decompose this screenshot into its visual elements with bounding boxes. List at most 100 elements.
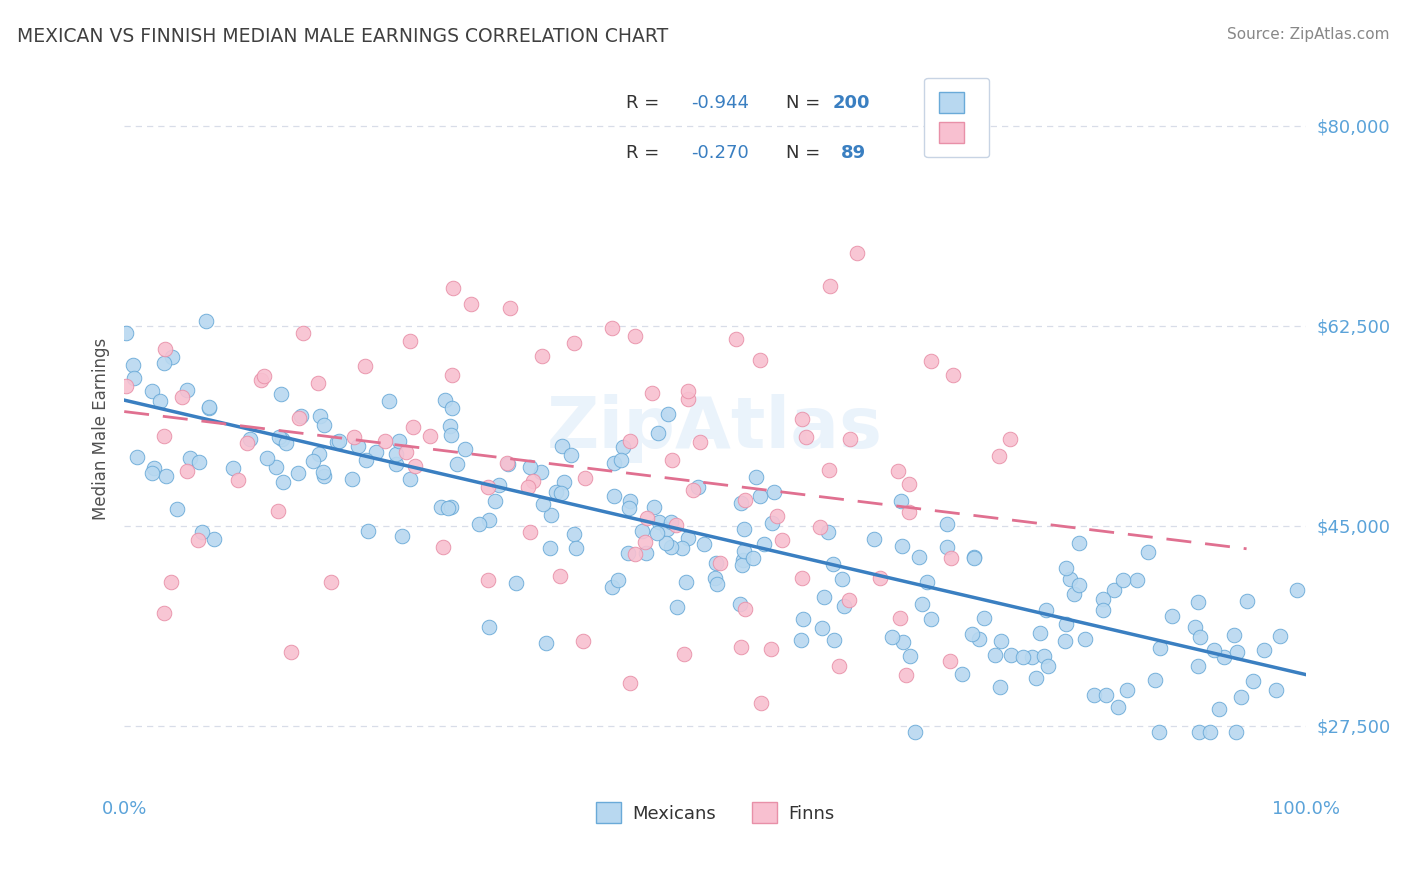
Point xyxy=(1091,603,1114,617)
Point xyxy=(357,524,380,538)
Point xyxy=(1035,603,1057,617)
Point xyxy=(531,497,554,511)
Point xyxy=(790,571,813,585)
Point xyxy=(256,451,278,466)
Point xyxy=(572,633,595,648)
Point xyxy=(155,469,177,483)
Point xyxy=(834,599,856,613)
Point xyxy=(704,556,727,570)
Point xyxy=(688,479,710,493)
Point xyxy=(574,471,596,485)
Point xyxy=(340,472,363,486)
Point xyxy=(838,432,860,446)
Point xyxy=(942,368,965,382)
Point xyxy=(314,417,336,432)
Point xyxy=(550,486,572,500)
Point xyxy=(1115,683,1137,698)
Point xyxy=(1083,688,1105,702)
Point xyxy=(496,458,519,472)
Point xyxy=(308,409,330,424)
Point xyxy=(678,392,700,407)
Point xyxy=(988,450,1011,464)
Point xyxy=(1189,630,1212,644)
Point xyxy=(643,500,665,514)
Point xyxy=(446,457,468,471)
Point xyxy=(897,477,920,491)
Point xyxy=(1094,688,1116,702)
Point xyxy=(759,642,782,657)
Point xyxy=(505,575,527,590)
Point xyxy=(519,524,541,539)
Point xyxy=(623,547,645,561)
Point xyxy=(562,336,585,351)
Point xyxy=(1188,724,1211,739)
Point xyxy=(963,551,986,566)
Point xyxy=(239,432,262,446)
Point xyxy=(794,430,817,444)
Point xyxy=(328,434,350,448)
Point xyxy=(540,508,562,523)
Point xyxy=(280,644,302,658)
Point xyxy=(548,569,571,583)
Point xyxy=(1107,699,1129,714)
Point xyxy=(655,536,678,550)
Point xyxy=(749,696,772,710)
Point xyxy=(468,516,491,531)
Point xyxy=(1198,724,1220,739)
Point xyxy=(967,632,990,646)
Point xyxy=(752,537,775,551)
Point xyxy=(478,620,501,634)
Point xyxy=(321,574,343,589)
Point xyxy=(675,574,697,589)
Point xyxy=(187,533,209,547)
Point xyxy=(1054,633,1077,648)
Point xyxy=(399,334,422,348)
Point xyxy=(671,541,693,555)
Point xyxy=(828,659,851,673)
Point xyxy=(153,606,176,620)
Point xyxy=(530,349,553,363)
Point xyxy=(818,463,841,477)
Point xyxy=(1187,659,1209,673)
Point xyxy=(1204,643,1226,657)
Point xyxy=(149,393,172,408)
Text: MEXICAN VS FINNISH MEDIAN MALE EARNINGS CORRELATION CHART: MEXICAN VS FINNISH MEDIAN MALE EARNINGS … xyxy=(17,27,668,45)
Point xyxy=(607,573,630,587)
Point xyxy=(838,593,860,607)
Point xyxy=(762,485,785,500)
Point xyxy=(990,633,1012,648)
Point xyxy=(645,526,668,541)
Point xyxy=(398,472,420,486)
Point xyxy=(270,387,292,401)
Point xyxy=(734,601,756,615)
Point xyxy=(153,343,176,357)
Point xyxy=(733,522,755,536)
Point xyxy=(1229,690,1251,705)
Point xyxy=(121,358,143,372)
Point xyxy=(1187,595,1209,609)
Point xyxy=(222,461,245,475)
Point xyxy=(565,541,588,555)
Point xyxy=(236,435,259,450)
Point xyxy=(730,640,752,655)
Point xyxy=(176,383,198,397)
Point xyxy=(728,597,751,611)
Point xyxy=(673,647,696,661)
Point xyxy=(619,434,641,449)
Point xyxy=(963,549,986,564)
Point xyxy=(560,448,582,462)
Point xyxy=(682,483,704,497)
Point xyxy=(385,457,408,471)
Point xyxy=(179,451,201,466)
Point xyxy=(198,401,221,415)
Point xyxy=(354,453,377,467)
Point xyxy=(665,599,688,614)
Point xyxy=(617,546,640,560)
Text: -0.270: -0.270 xyxy=(692,145,749,162)
Point xyxy=(960,627,983,641)
Point xyxy=(1102,582,1125,597)
Point xyxy=(889,611,911,625)
Point xyxy=(1265,682,1288,697)
Point xyxy=(402,419,425,434)
Point xyxy=(938,654,960,668)
